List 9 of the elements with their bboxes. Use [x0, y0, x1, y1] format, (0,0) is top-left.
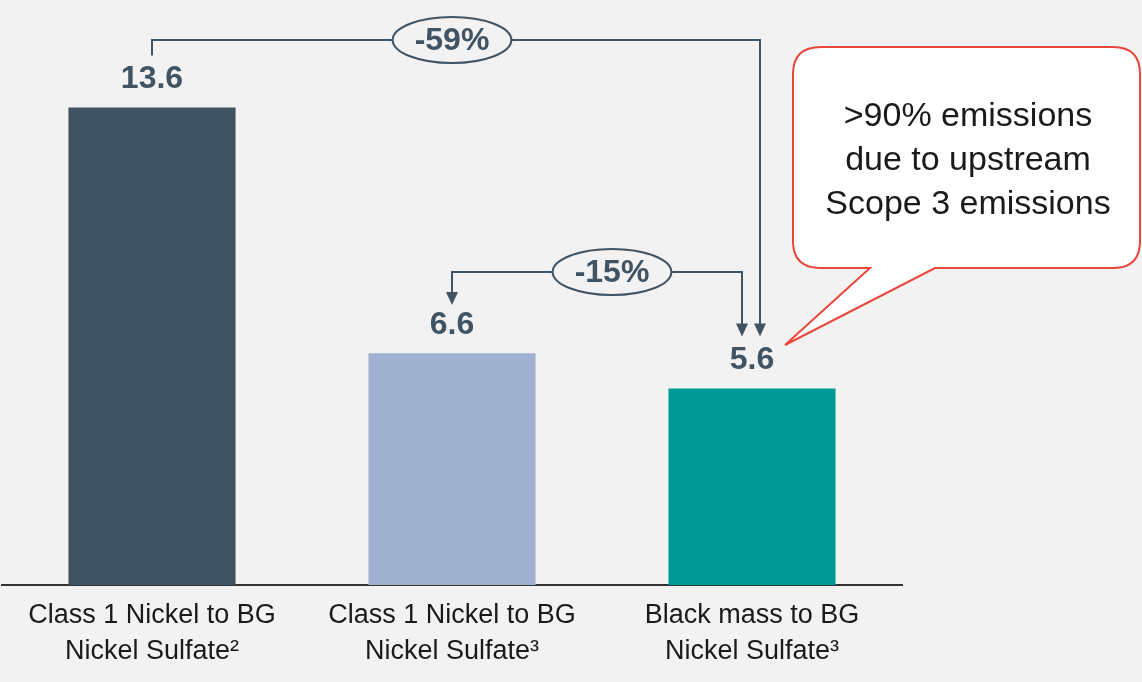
data-label: 6.6 — [429, 305, 475, 342]
x-tick-label: Class 1 Nickel to BG Nickel Sulfate² — [28, 598, 276, 666]
data-label: 13.6 — [120, 59, 184, 96]
data-label: 5.6 — [729, 340, 775, 377]
x-tick-label: Black mass to BG Nickel Sulfate³ — [644, 598, 860, 666]
x-tick-label: Class 1 Nickel to BG Nickel Sulfate³ — [328, 598, 576, 666]
annotation: >90% emissions due to upstream Scope 3 emissions — [824, 94, 1112, 223]
annotation: -15% — [574, 252, 650, 289]
text: -59% — [414, 20, 490, 57]
